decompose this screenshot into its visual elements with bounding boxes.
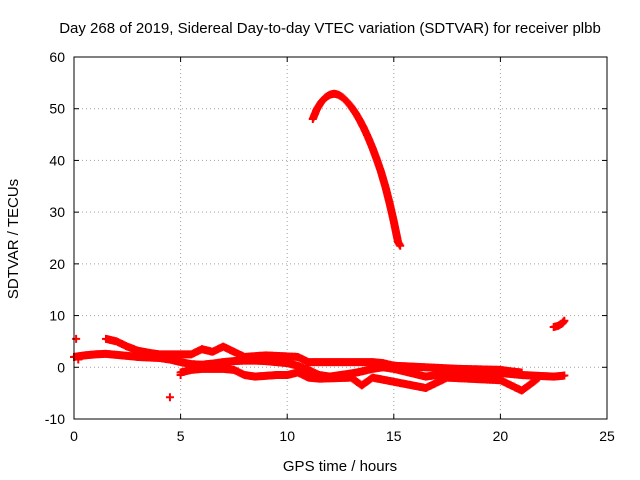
data-point xyxy=(560,316,569,325)
plot-frame xyxy=(73,56,608,420)
y-tick-label: 40 xyxy=(49,152,65,168)
x-tick-label: 10 xyxy=(279,428,295,444)
data-point xyxy=(165,393,174,402)
y-tick-label: 20 xyxy=(49,256,65,272)
data-point xyxy=(74,355,83,364)
data-points xyxy=(70,89,569,402)
y-tick-label: 50 xyxy=(49,101,65,117)
y-tick-label: 10 xyxy=(49,308,65,324)
x-tick-label: 20 xyxy=(493,428,509,444)
data-point xyxy=(534,373,543,382)
data-point xyxy=(176,371,185,380)
x-tick-label: 25 xyxy=(599,428,615,444)
x-axis-label: GPS time / hours xyxy=(283,458,397,475)
grid xyxy=(74,57,607,419)
y-tick-label: -10 xyxy=(45,411,65,427)
y-tick-label: 30 xyxy=(49,204,65,220)
x-tick-label: 0 xyxy=(70,428,78,444)
chart-title: Day 268 of 2019, Sidereal Day-to-day VTE… xyxy=(59,20,601,37)
data-point xyxy=(174,355,183,364)
x-tick-label: 15 xyxy=(386,428,402,444)
y-axis-label: SDTVAR / TECUs xyxy=(5,179,22,299)
x-tick-label: 5 xyxy=(177,428,185,444)
data-point xyxy=(517,368,526,377)
data-point xyxy=(396,241,405,250)
data-point xyxy=(560,371,569,380)
y-tick-label: 0 xyxy=(57,359,65,375)
data-point xyxy=(72,334,81,343)
y-tick-label: 60 xyxy=(49,49,65,65)
